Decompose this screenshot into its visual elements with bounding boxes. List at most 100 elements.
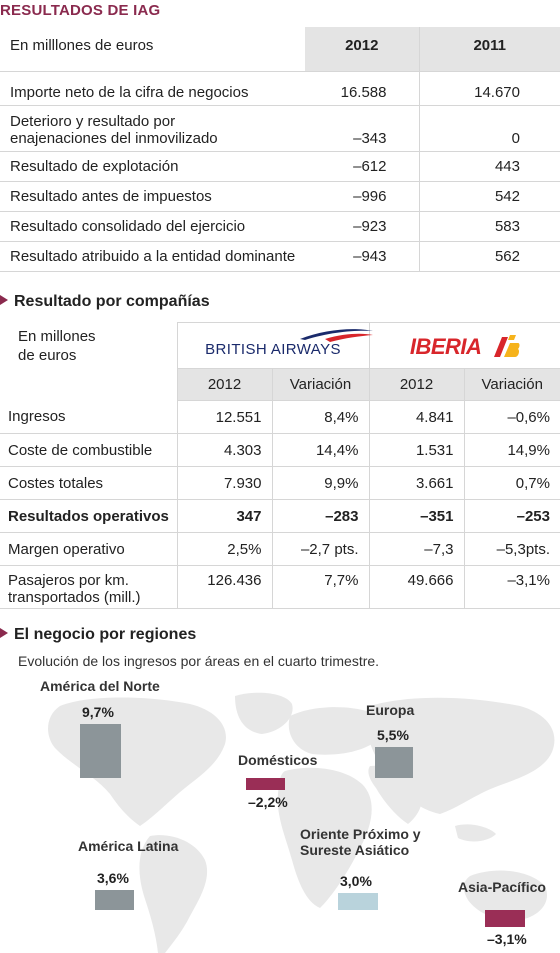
table-row: Resultado atribuido a la entidad dominan… — [0, 241, 560, 272]
table-row: Resultado de explotación –612 443 — [0, 151, 560, 182]
cell-2012: –343 — [305, 105, 420, 152]
ba-variation: –283 — [272, 499, 370, 533]
region-value: –3,1% — [487, 931, 527, 948]
ib-value: 1.531 — [369, 433, 465, 467]
region-name: Domésticos — [238, 752, 318, 768]
region-name: América del Norte — [40, 678, 160, 694]
section-heading-companies: Resultado por compañías — [0, 293, 210, 311]
cell-2011: 0 — [419, 105, 560, 152]
col-2011: 2011 — [419, 27, 560, 72]
region-label: América Latina — [78, 838, 178, 854]
col-2012: 2012 — [305, 27, 420, 72]
logo-row: En millones de euros BRITISH AIRWAYS IBE… — [0, 322, 560, 369]
region-value: 3,0% — [340, 873, 372, 890]
ib-variation: –0,6% — [464, 400, 560, 434]
row-label: Deterioro y resultado por enajenaciones … — [0, 105, 305, 152]
region-name-line-2: Sureste Asiático — [300, 842, 410, 858]
ib-value: –351 — [369, 499, 465, 533]
cell-2012: –923 — [305, 211, 420, 242]
cell-2011: 562 — [419, 241, 560, 272]
ba-col-variation: Variación — [272, 368, 370, 401]
ba-variation: 7,7% — [272, 565, 370, 609]
row-label: Resultado de explotación — [0, 151, 305, 182]
ib-variation: 14,9% — [464, 433, 560, 467]
table-row: Margen operativo 2,5% –2,7 pts. –7,3 –5,… — [0, 532, 560, 566]
ib-value: –7,3 — [369, 532, 465, 566]
cell-2011: 443 — [419, 151, 560, 182]
section-heading-regions: El negocio por regiones — [0, 626, 196, 644]
ib-value: 4.841 — [369, 400, 465, 434]
row-label: Coste de combustible — [0, 433, 178, 467]
ib-variation: 0,7% — [464, 466, 560, 500]
speedmarque-icon — [300, 329, 374, 342]
row-label: Margen operativo — [0, 532, 178, 566]
iberia-logo: IBERIA — [368, 322, 560, 369]
cell-2011: 542 — [419, 181, 560, 212]
ib-value: 3.661 — [369, 466, 465, 500]
row-label: Costes totales — [0, 466, 178, 500]
ba-variation: –2,7 pts. — [272, 532, 370, 566]
iberia-symbol-icon — [493, 334, 520, 357]
region-bar — [375, 747, 413, 778]
table-row: Resultado consolidado del ejercicio –923… — [0, 211, 560, 242]
row-label: Resultado atribuido a la entidad dominan… — [0, 241, 305, 272]
row-label: Pasajeros por km. transportados (mill.) — [0, 565, 178, 609]
world-map: América del Norte 9,7% Europa 5,5% Doméstico… — [0, 676, 560, 953]
region-value: 5,5% — [377, 727, 409, 744]
year-header-row: 2012 Variación 2012 Variación — [0, 368, 560, 401]
region-value: –2,2% — [248, 794, 288, 811]
region-label: Europa — [366, 702, 414, 718]
unit-line-2: de euros — [18, 346, 77, 364]
bullet-icon — [0, 295, 8, 305]
region-bar — [246, 778, 285, 791]
ba-variation: 14,4% — [272, 433, 370, 467]
region-value: 9,7% — [82, 703, 114, 720]
region-label: Oriente Próximo y Sureste Asiático — [300, 826, 421, 858]
ib-variation: –253 — [464, 499, 560, 533]
row-label: Importe neto de la cifra de negocios — [0, 71, 305, 106]
table-row: Costes totales 7.930 9,9% 3.661 0,7% — [0, 466, 560, 500]
cell-2012: –612 — [305, 151, 420, 182]
region-bar — [80, 723, 121, 778]
unit-line-1: En millones — [18, 327, 96, 345]
ib-variation: –3,1% — [464, 565, 560, 609]
row-label: Resultado antes de impuestos — [0, 181, 305, 212]
ba-value: 7.930 — [177, 466, 273, 500]
unit-label: En millones de euros — [0, 323, 177, 401]
region-name: América Latina — [78, 838, 179, 854]
table-row: Resultados operativos 347 –283 –351 –253 — [0, 499, 560, 533]
ib-col-variation: Variación — [464, 368, 560, 401]
row-label: Resultados operativos — [0, 499, 178, 533]
ba-value: 126.436 — [177, 565, 273, 609]
region-value: 3,6% — [97, 869, 129, 886]
ib-col-2012: 2012 — [369, 368, 465, 401]
ib-variation: –5,3pts. — [464, 532, 560, 566]
ba-value: 4.303 — [177, 433, 273, 467]
ba-variation: 8,4% — [272, 400, 370, 434]
cell-2012: –996 — [305, 181, 420, 212]
airline-2-name: IBERIA — [409, 333, 482, 359]
region-bar — [485, 910, 525, 928]
row-label: Resultado consolidado del ejercicio — [0, 211, 305, 242]
region-name: Asia-Pacífico — [458, 879, 546, 895]
ba-value: 2,5% — [177, 532, 273, 566]
british-airways-logo: BRITISH AIRWAYS — [176, 322, 374, 369]
ba-col-2012: 2012 — [176, 368, 273, 401]
table-row: Importe neto de la cifra de negocios 16.… — [0, 71, 560, 106]
cell-2011: 14.670 — [419, 71, 560, 106]
table-row: Ingresos 12.551 8,4% 4.841 –0,6% — [0, 400, 560, 434]
ba-variation: 9,9% — [272, 466, 370, 500]
row-label: Ingresos — [0, 400, 178, 434]
cell-2012: –943 — [305, 241, 420, 272]
region-bar — [338, 893, 378, 910]
world-map-background — [48, 692, 555, 953]
ba-value: 12.551 — [177, 400, 273, 434]
region-label: Asia-Pacífico — [458, 879, 546, 895]
unit-label: En milllones de euros — [0, 27, 305, 72]
ba-value: 347 — [177, 499, 273, 533]
ib-value: 49.666 — [369, 565, 465, 609]
section-title: El negocio por regiones — [14, 626, 197, 643]
region-bar — [95, 889, 134, 910]
cell-2011: 583 — [419, 211, 560, 242]
iag-results-table: En milllones de euros 2012 2011 Importe … — [0, 27, 560, 272]
